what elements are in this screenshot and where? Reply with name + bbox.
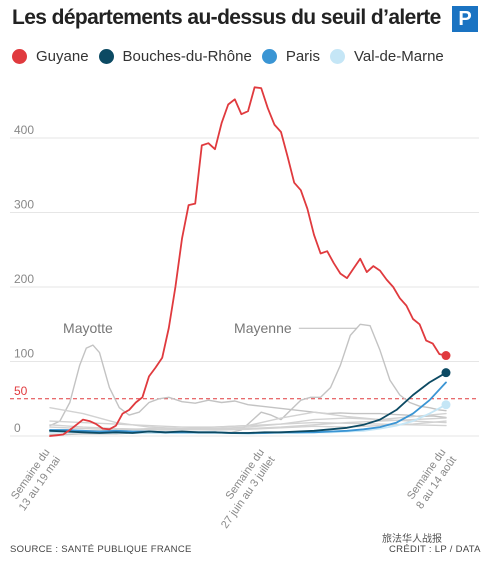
series-line-mayotte [49, 344, 447, 427]
series-endpoint-bouches-du-rh-ne [441, 368, 451, 378]
publisher-logo: P [452, 6, 478, 32]
legend-marker [98, 48, 114, 64]
series-line-guyane [49, 86, 447, 437]
legend-label: Guyane [36, 47, 89, 65]
series-line-other [49, 421, 447, 430]
legend-item-paris: Paris [261, 47, 320, 65]
x-tick-label: Semaine du8 au 14 août [404, 447, 460, 511]
series-endpoint-guyane [441, 351, 451, 361]
credit-note: CRÉDIT : LP / DATA [389, 544, 481, 555]
x-tick-label: Semaine du27 juin au 3 juillet [208, 447, 277, 531]
legend-marker [261, 48, 277, 64]
legend-marker [330, 48, 345, 64]
legend-item-val-de-marne: Val-de-Marne [330, 48, 444, 65]
series-line-bouches-du-rh-ne [49, 371, 447, 434]
chart-legend: Guyane Bouches-du-Rhône Paris Val-de-Mar… [12, 45, 444, 67]
chart-title: Les départements au-dessus du seuil d’al… [12, 6, 441, 29]
y-tick-label: 200 [14, 272, 34, 286]
legend-label: Val-de-Marne [354, 47, 444, 65]
line-chart: 0 50 100 200 300 400 Mayotte Mayenne Semaine du1… [6, 86, 479, 531]
y-tick-label: 300 [14, 198, 34, 212]
legend-label: Paris [285, 47, 320, 65]
legend-marker [12, 48, 27, 64]
annotation-label: Mayenne [234, 320, 292, 336]
y-tick-label: 0 [14, 421, 21, 435]
y-tick-label: 100 [14, 347, 34, 361]
x-tick-label: Semaine du13 au 19 mai [6, 447, 63, 513]
y-tick-label: 50 [14, 384, 28, 398]
legend-label: Bouches-du-Rhône [122, 47, 252, 65]
source-note: SOURCE : SANTÉ PUBLIQUE FRANCE [10, 544, 192, 555]
legend-item-bouches-du-rhone: Bouches-du-Rhône [98, 47, 252, 65]
y-tick-label: 400 [14, 123, 34, 137]
series-endpoint-val-de-marne [441, 400, 451, 410]
legend-item-guyane: Guyane [12, 48, 89, 65]
series-line-mayenne [49, 323, 447, 436]
watermark-text: 旅法华人战报 [382, 534, 442, 545]
annotation-label: Mayotte [63, 320, 113, 336]
